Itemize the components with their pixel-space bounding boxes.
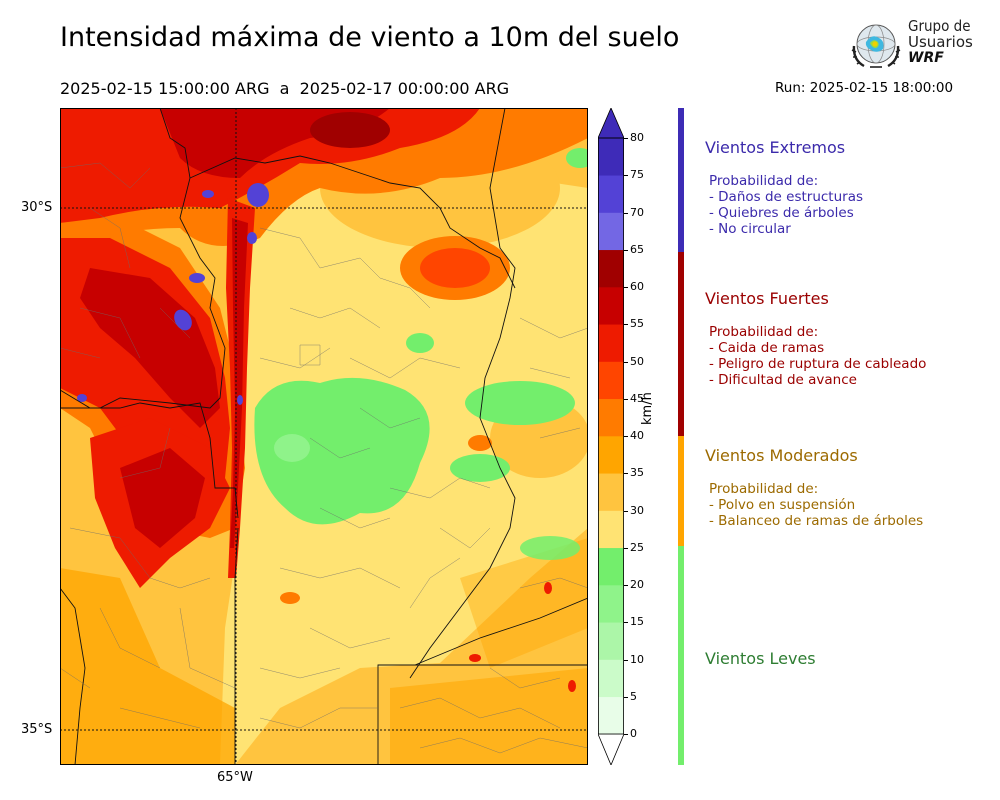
colorbar-tick-mark <box>624 696 628 698</box>
colorbar-segment <box>598 696 624 735</box>
colorbar-segment <box>598 324 624 362</box>
category-description: Probabilidad de: - Polvo en suspensión -… <box>709 481 923 529</box>
run-time: Run: 2025-02-15 18:00:00 <box>775 80 954 96</box>
desc-line: - Daños de estructuras <box>709 189 864 205</box>
logo-text-line3: WRF <box>908 50 944 66</box>
category-bar-leves <box>678 546 684 765</box>
colorbar-tick-label: 25 <box>630 540 644 554</box>
department-borders <box>60 162 588 754</box>
colorbar-over-triangle <box>598 108 624 139</box>
colorbar-tick-mark <box>624 473 628 475</box>
desc-line: - Caida de ramas <box>709 340 825 356</box>
desc-line: Probabilidad de: <box>709 173 819 189</box>
colorbar-segment <box>598 249 624 288</box>
colorbar-segment <box>598 287 624 325</box>
colorbar-tick-label: 80 <box>630 131 644 144</box>
category-title: Vientos Leves <box>705 649 816 668</box>
colorbar-tick-mark <box>624 585 628 586</box>
colorbar-tick-label: 5 <box>630 689 637 703</box>
category-moderados: Vientos Moderados Probabilidad de: - Pol… <box>705 446 923 529</box>
colorbar-tick-mark <box>624 287 628 288</box>
colorbar-tick-label: 55 <box>630 317 644 331</box>
colorbar-segment <box>598 585 624 623</box>
colorbar-segment <box>598 436 624 474</box>
colorbar-tick-label: 20 <box>630 578 644 591</box>
colorbar-segment <box>598 138 624 176</box>
colorbar-tick-mark <box>624 436 628 437</box>
colorbar-outline <box>598 137 624 735</box>
colorbar-tick-label: 35 <box>630 466 644 480</box>
colorbar-segment <box>598 659 624 698</box>
category-bar-extremos <box>678 108 684 252</box>
desc-line: - Polvo en suspensión <box>709 497 856 513</box>
colorbar-tick-label: 10 <box>630 652 644 666</box>
category-title: Vientos Fuertes <box>705 289 829 308</box>
wrf-logo: Grupo de Usuarios WRF <box>848 16 973 72</box>
colorbar-tick-label: 65 <box>630 242 644 256</box>
colorbar-tick-mark <box>624 734 628 735</box>
category-extremos: Vientos Extremos Probabilidad de: - Daño… <box>705 138 863 237</box>
colorbar-segment <box>598 212 624 251</box>
colorbar-tick-mark <box>624 249 628 251</box>
colorbar-segment <box>598 547 624 586</box>
graticule <box>60 108 588 765</box>
colorbar-tick-label: 40 <box>630 429 644 442</box>
colorbar-segment <box>598 510 624 549</box>
colorbar-tick-mark <box>624 398 628 400</box>
colorbar-unit: km/h <box>640 392 655 425</box>
colorbar-tick-mark <box>624 510 628 512</box>
desc-line: - Quiebres de árboles <box>709 205 854 221</box>
globe-emblem-icon <box>851 24 901 68</box>
wind-field <box>60 108 588 765</box>
desc-line: Probabilidad de: <box>709 324 819 340</box>
colorbar-tick-label: 50 <box>630 354 644 368</box>
colorbar-tick-label: 75 <box>630 168 644 182</box>
colorbar-segment <box>598 622 624 660</box>
colorbar-tick-label: 60 <box>630 280 644 293</box>
colorbar-tick-mark <box>624 659 628 661</box>
category-bar <box>678 108 684 765</box>
colorbar-tick-label: 70 <box>630 205 644 219</box>
colorbar-tick-mark <box>624 138 628 139</box>
category-leves: Vientos Leves <box>705 649 816 668</box>
category-description: Probabilidad de: - Daños de estructuras … <box>709 173 863 237</box>
colorbar-tick-mark <box>624 547 628 549</box>
colorbar-tick-label: 15 <box>630 615 644 629</box>
category-title: Vientos Moderados <box>705 446 858 465</box>
colorbar <box>598 108 624 765</box>
colorbar-tick-mark <box>624 324 628 326</box>
map-title: Intensidad máxima de viento a 10m del su… <box>60 22 680 53</box>
colorbar-tick-mark <box>624 622 628 624</box>
category-bar-moderados <box>678 436 684 546</box>
colorbar-tick-mark <box>624 175 628 177</box>
category-title: Vientos Extremos <box>705 138 846 157</box>
desc-line: Probabilidad de: <box>709 481 819 497</box>
province-borders <box>60 108 588 765</box>
lon-label-65w: 65°W <box>217 770 253 785</box>
forecast-period: 2025-02-15 15:00:00 ARG a 2025-02-17 00:… <box>60 79 510 98</box>
lat-label-35s: 35°S <box>21 722 53 737</box>
desc-line: - Balanceo de ramas de árboles <box>709 513 924 529</box>
colorbar-segment <box>598 398 624 437</box>
colorbar-segment <box>598 175 624 213</box>
logo-text-line1: Grupo de <box>908 17 971 35</box>
colorbar-tick-mark <box>624 361 628 363</box>
category-description: Probabilidad de: - Caida de ramas - Peli… <box>709 324 926 388</box>
category-bar-fuertes <box>678 252 684 436</box>
wind-map <box>60 108 588 765</box>
logo-text-line2: Usuarios <box>908 33 973 51</box>
colorbar-segment <box>598 473 624 511</box>
desc-line: - Dificultad de avance <box>709 372 857 388</box>
colorbar-tick-label: 0 <box>630 727 637 740</box>
colorbar-tick-mark <box>624 212 628 214</box>
desc-line: - Peligro de ruptura de cableado <box>709 356 927 372</box>
lat-label-30s: 30°S <box>21 200 53 215</box>
colorbar-segments <box>598 108 624 765</box>
category-fuertes: Vientos Fuertes Probabilidad de: - Caida… <box>705 289 926 388</box>
colorbar-segment <box>598 361 624 400</box>
colorbar-under-triangle <box>598 733 624 765</box>
colorbar-tick-label: 45 <box>630 391 644 405</box>
desc-line: - No circular <box>709 221 791 237</box>
colorbar-tick-label: 30 <box>630 503 644 517</box>
